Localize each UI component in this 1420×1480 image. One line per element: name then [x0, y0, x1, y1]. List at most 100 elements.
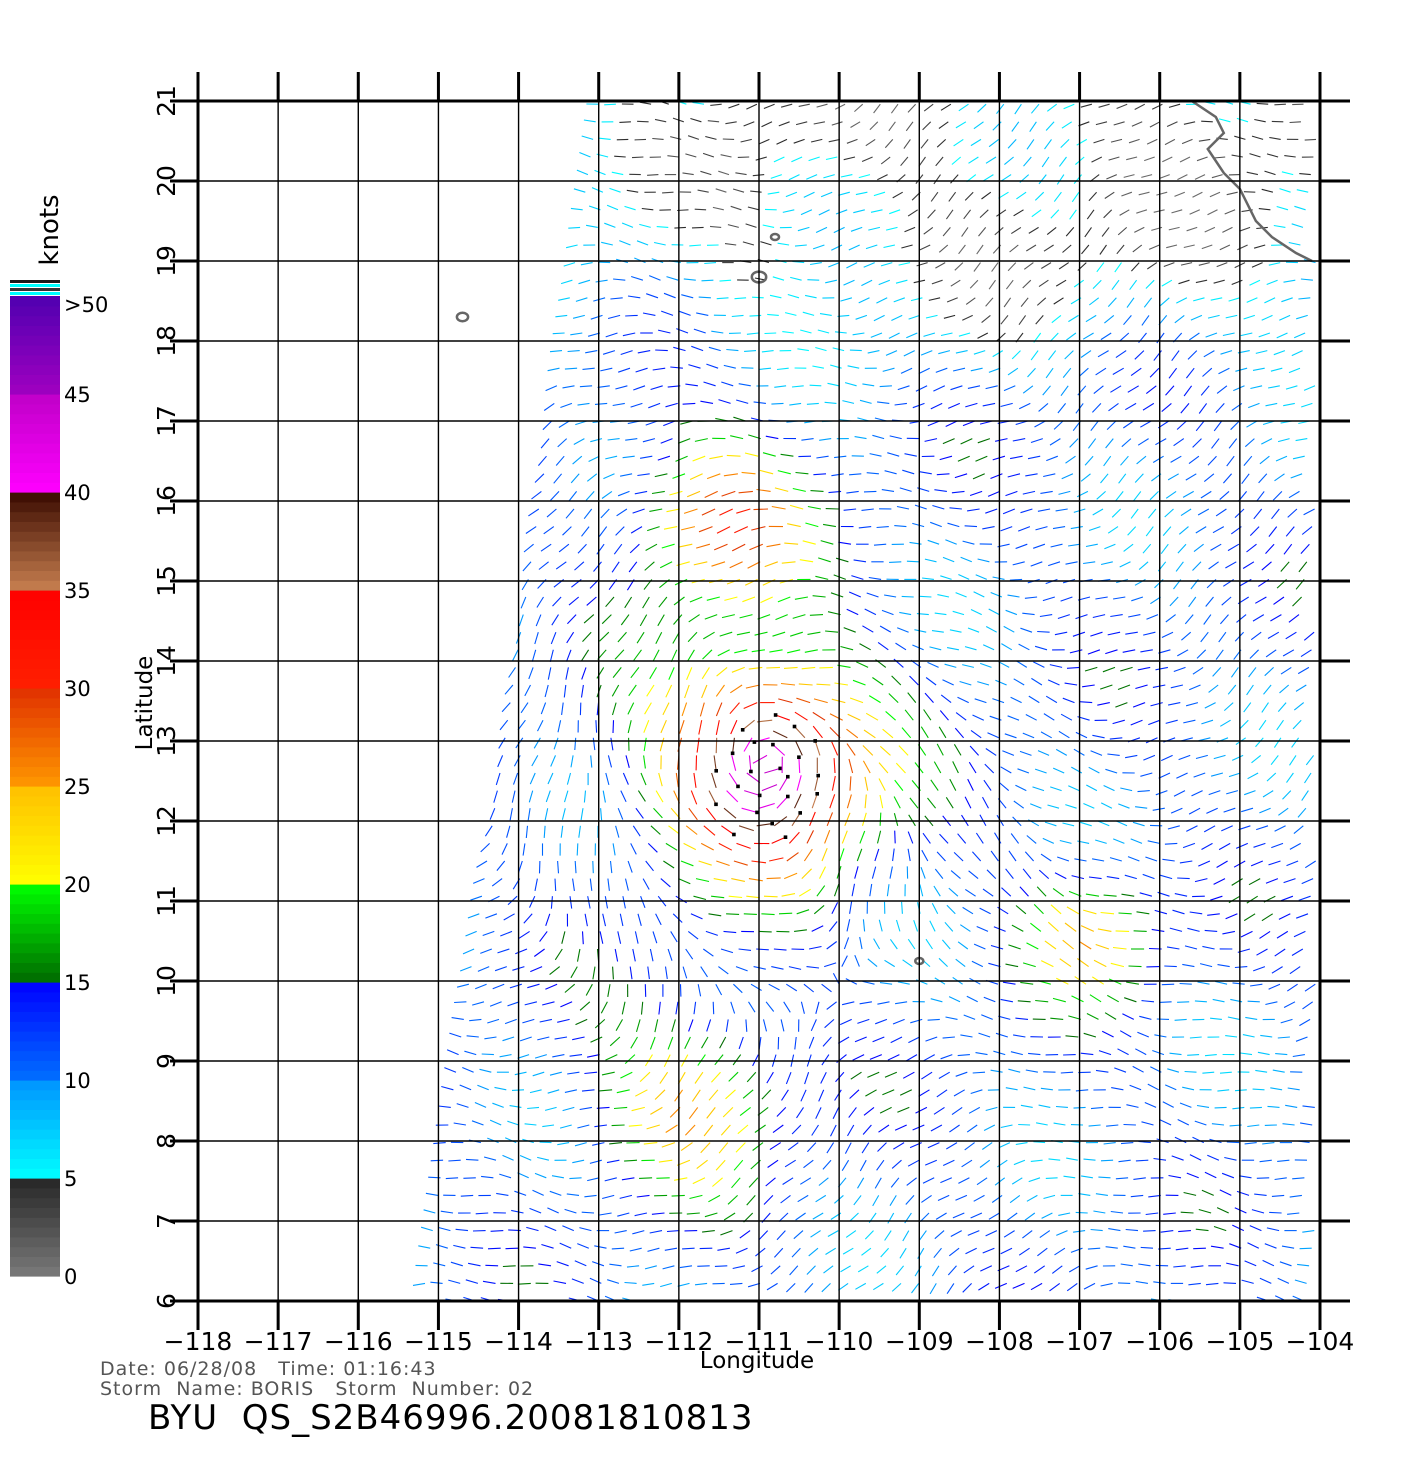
- wind-vector: [1052, 888, 1065, 897]
- wind-vector: [1050, 786, 1062, 792]
- wind-vector: [1274, 473, 1285, 482]
- wind-vector: [534, 473, 545, 483]
- wind-vector: [750, 190, 762, 193]
- wind-vector: [760, 596, 773, 604]
- wind-vector: [717, 1247, 730, 1251]
- wind-vector: [1195, 754, 1208, 760]
- wind-vector: [778, 121, 790, 127]
- wind-vector: [635, 1089, 648, 1097]
- wind-vector: [632, 948, 636, 962]
- wind-vector: [1168, 226, 1180, 231]
- wind-vector: [925, 314, 938, 319]
- wind-vector: [527, 808, 531, 821]
- wind-vector: [449, 1032, 462, 1038]
- wind-vector: [1256, 491, 1265, 502]
- wind-vector: [653, 807, 663, 819]
- wind-vector: [843, 156, 856, 161]
- colorbar-swatch: [10, 1246, 60, 1257]
- wind-vector: [1192, 561, 1202, 571]
- wind-vector: [783, 1001, 791, 1013]
- wind-vector: [885, 350, 898, 356]
- wind-vector: [1088, 191, 1098, 202]
- wind-vector: [939, 833, 949, 844]
- wind-vector: [869, 121, 879, 131]
- wind-vector: [579, 1001, 591, 1011]
- wind-vector: [642, 596, 650, 609]
- wind-vector: [665, 684, 673, 698]
- wind-vector: [1095, 943, 1110, 950]
- wind-vector: [616, 1089, 630, 1094]
- wind-vector: [1126, 297, 1135, 308]
- wind-vector: [661, 543, 675, 549]
- wind-vector: [930, 402, 943, 410]
- wind-vector: [907, 1159, 920, 1167]
- wind-vector: [1182, 963, 1195, 968]
- wind-vector: [752, 1142, 764, 1151]
- colorbar-swatch: [10, 1256, 60, 1267]
- wind-vector: [699, 702, 705, 717]
- wind-vector: [957, 833, 967, 844]
- colorbar-swatch: [10, 756, 60, 767]
- wind-vector: [955, 350, 968, 354]
- wind-vector: [515, 948, 528, 955]
- wind-vector: [551, 614, 559, 626]
- wind-vector: [869, 453, 882, 457]
- wind-vector: [644, 702, 652, 715]
- wind-vector: [839, 1018, 852, 1026]
- wind-vector: [878, 1124, 890, 1133]
- wind-vector: [650, 825, 661, 835]
- wind-vector: [857, 1265, 869, 1273]
- wind-vector: [732, 1054, 742, 1066]
- wind-vector: [673, 614, 683, 625]
- wind-vector: [894, 779, 904, 791]
- wind-vector: [1187, 1054, 1200, 1056]
- wind-vector: [1100, 1159, 1114, 1162]
- wind-vector: [626, 189, 639, 193]
- wind-vector: [1297, 1263, 1310, 1267]
- wind-vector: [1267, 1105, 1280, 1108]
- wind-vector: [1115, 702, 1128, 708]
- rain-flag: [786, 794, 790, 799]
- wind-vector: [738, 490, 753, 494]
- wind-vector: [976, 925, 989, 932]
- wind-vector: [544, 1106, 557, 1111]
- wind-vector: [547, 1089, 560, 1094]
- rain-flag: [815, 792, 819, 796]
- wind-vector: [743, 121, 755, 127]
- lat-tick-label: 17: [152, 405, 181, 437]
- wind-vector: [527, 1106, 540, 1110]
- wind-vector: [604, 1177, 617, 1182]
- wind-vector: [1043, 244, 1054, 252]
- axis-ticks: [170, 72, 1350, 1330]
- wind-vector: [865, 712, 879, 721]
- colorbar-swatch: [10, 492, 60, 503]
- wind-vector: [1093, 1210, 1106, 1214]
- wind-vector: [723, 473, 738, 477]
- wind-vector: [935, 156, 944, 167]
- wind-vector: [649, 508, 663, 512]
- wind-vector: [688, 614, 700, 623]
- wind-vector: [1054, 872, 1067, 880]
- wind-vector: [1279, 188, 1291, 193]
- wind-vector: [1006, 1212, 1018, 1221]
- wind-vector: [1109, 737, 1123, 740]
- wind-vector: [1246, 171, 1259, 176]
- wind-vector: [484, 1036, 497, 1040]
- wind-vector: [879, 625, 892, 633]
- wind-vector: [745, 684, 760, 689]
- wind-vector: [1289, 121, 1301, 124]
- wind-vector: [721, 825, 735, 835]
- wind-vector: [610, 737, 614, 751]
- wind-vector: [762, 1019, 768, 1032]
- wind-vector: [517, 1054, 530, 1059]
- wind-vector: [634, 138, 647, 141]
- wind-vector-field: [412, 101, 1317, 1301]
- wind-vector: [767, 191, 780, 195]
- wind-vector: [1173, 438, 1185, 447]
- colorbar-swatch: [10, 462, 60, 473]
- wind-vector: [1095, 1069, 1109, 1073]
- wind-vector: [1172, 909, 1185, 915]
- wind-vector: [931, 1265, 940, 1277]
- wind-vector: [1020, 627, 1033, 633]
- wind-vector: [1022, 1230, 1033, 1239]
